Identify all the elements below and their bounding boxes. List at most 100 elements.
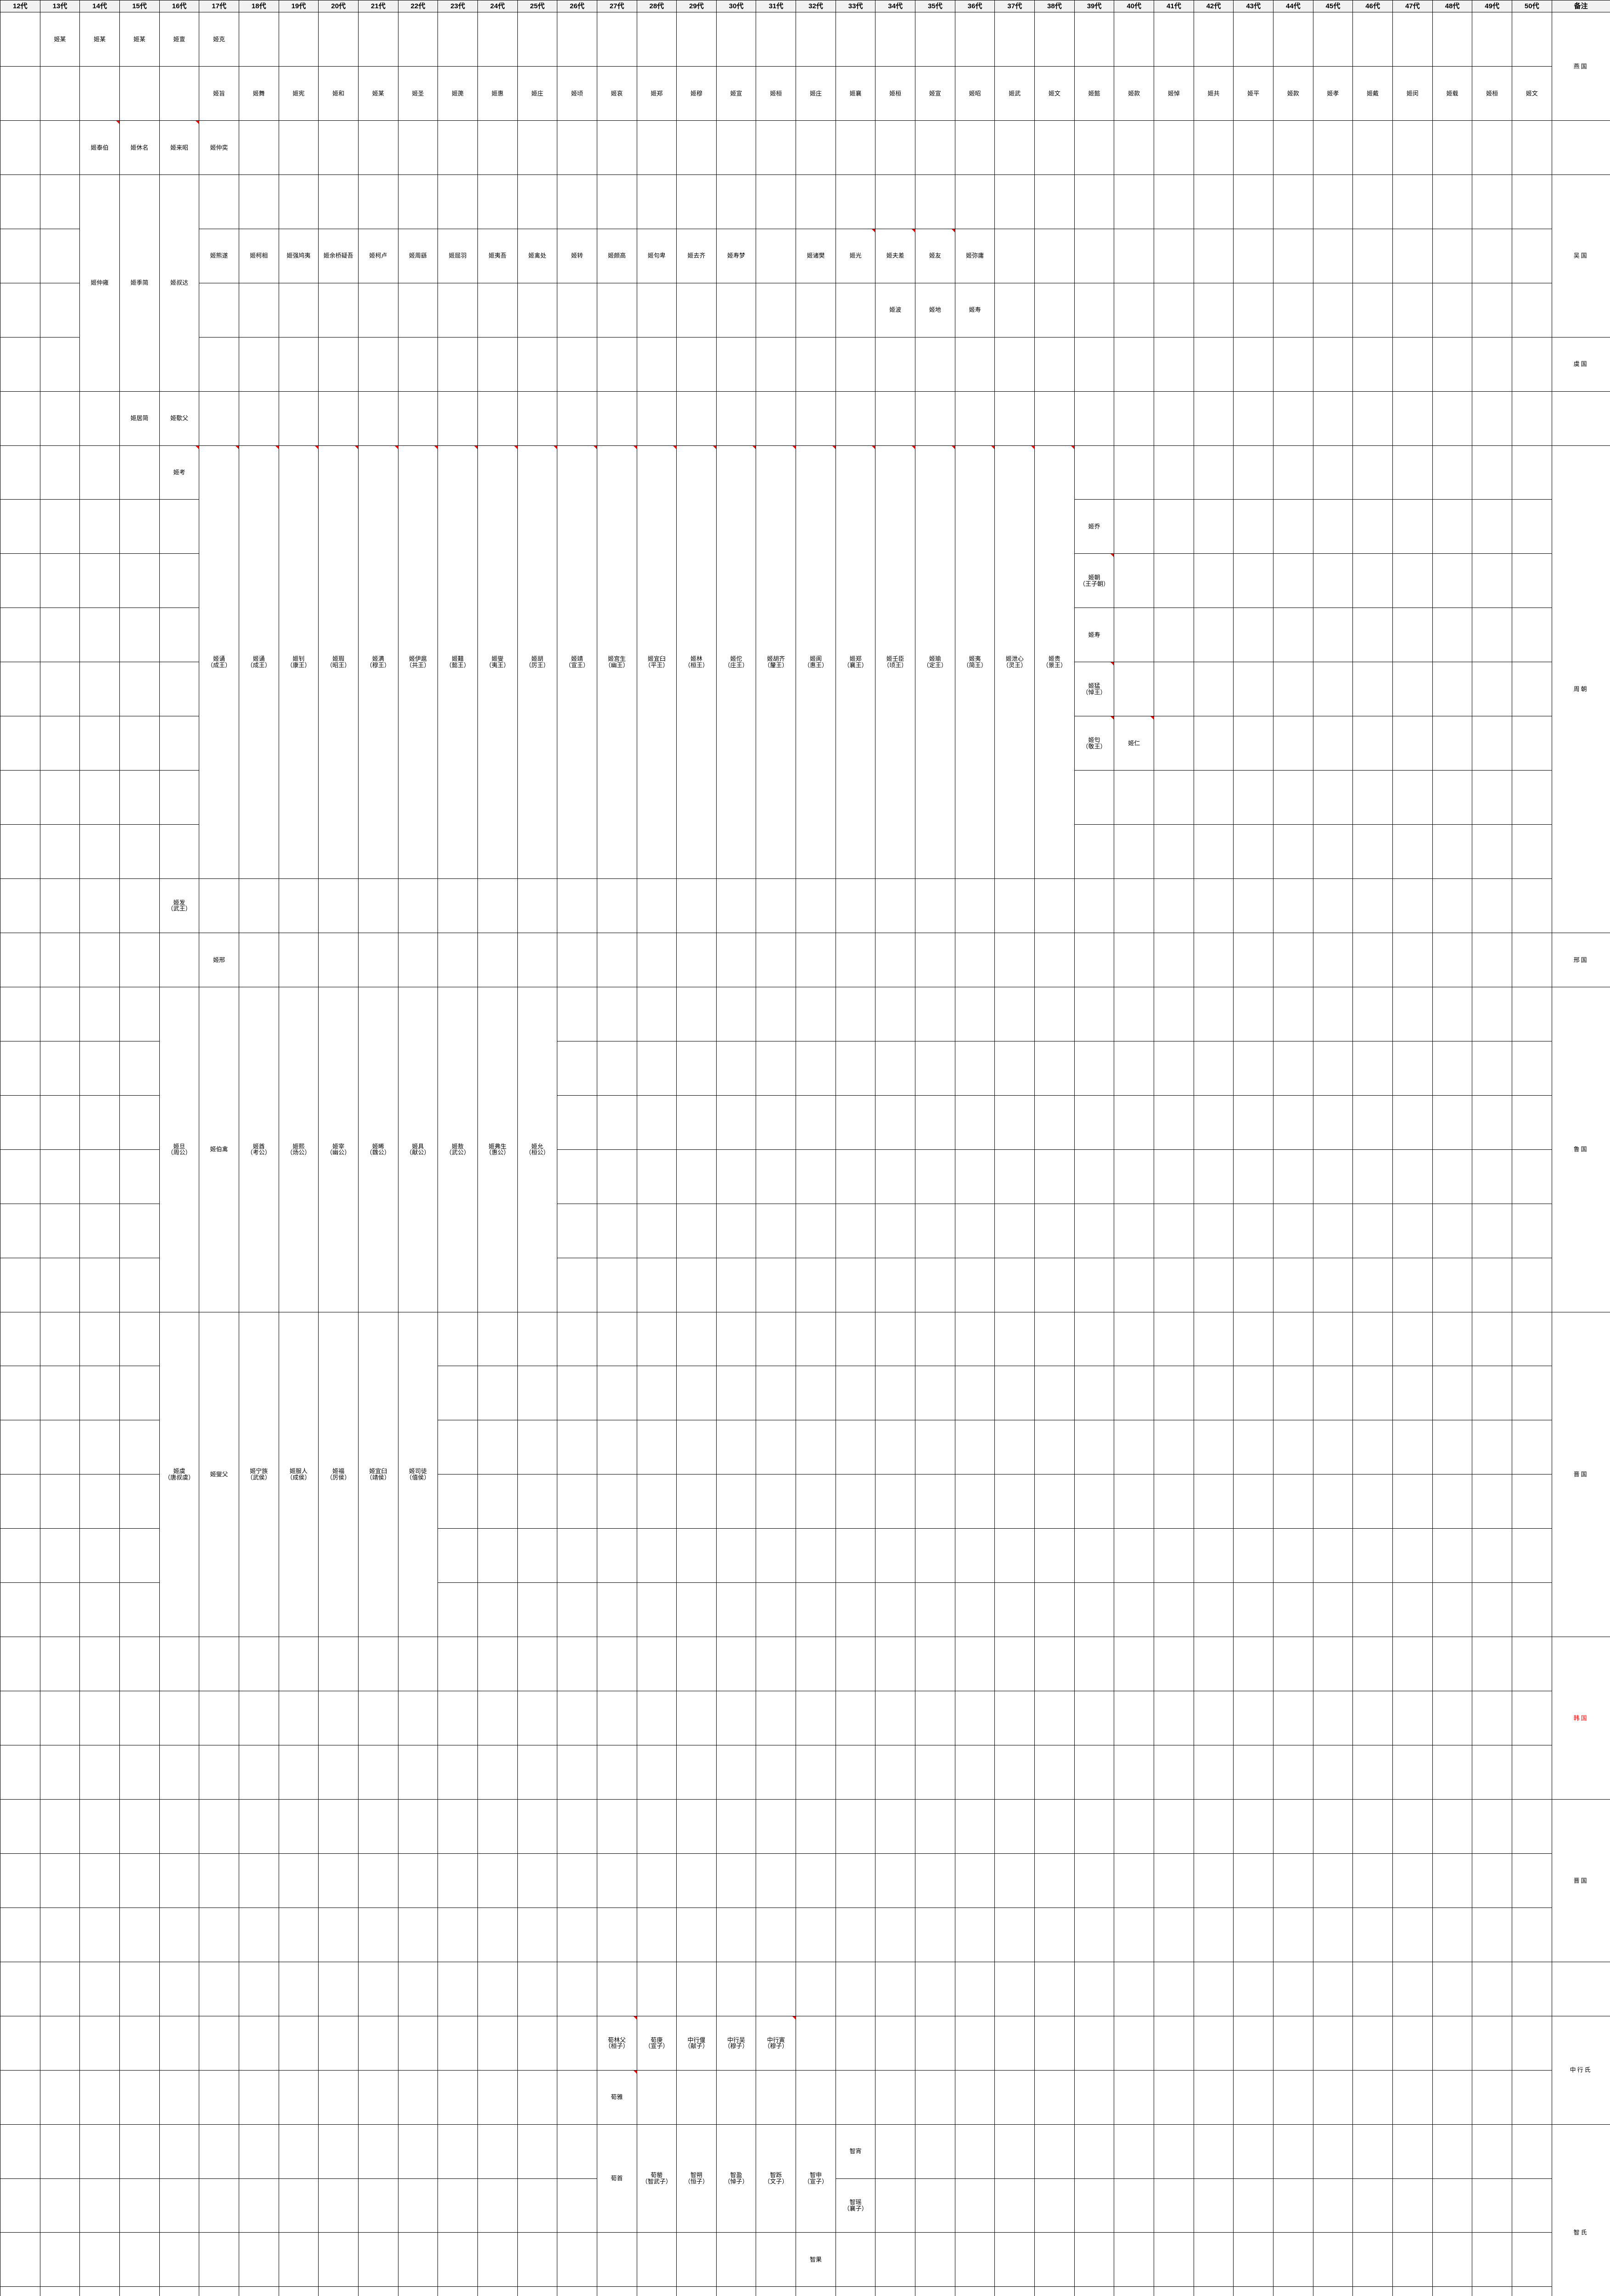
empty-cell[interactable] (438, 391, 478, 446)
person-cell[interactable]: 姬服人 （成侯） (278, 1311, 319, 1638)
empty-cell[interactable] (1273, 1420, 1313, 1475)
empty-cell[interactable] (1114, 1582, 1155, 1638)
empty-cell[interactable] (39, 770, 80, 825)
empty-cell[interactable] (0, 1691, 40, 1745)
empty-cell[interactable] (636, 1582, 677, 1638)
empty-cell[interactable] (756, 1149, 797, 1204)
person-cell[interactable]: 姬惠 (477, 66, 518, 121)
empty-cell[interactable] (954, 120, 995, 175)
empty-cell[interactable] (994, 2124, 1035, 2179)
empty-cell[interactable] (1432, 1637, 1473, 1692)
empty-cell[interactable] (0, 878, 40, 933)
empty-cell[interactable] (557, 1257, 597, 1312)
empty-cell[interactable] (79, 1366, 120, 1421)
empty-cell[interactable] (676, 1582, 717, 1638)
empty-cell[interactable] (119, 2124, 160, 2179)
empty-cell[interactable] (994, 2232, 1035, 2287)
person-cell[interactable]: 姬满 （穆王） (358, 445, 398, 879)
empty-cell[interactable] (318, 1907, 359, 1962)
empty-cell[interactable] (79, 2070, 120, 2125)
empty-cell[interactable] (1511, 391, 1552, 446)
empty-cell[interactable] (159, 553, 200, 608)
empty-cell[interactable] (517, 1961, 558, 2016)
person-cell[interactable]: 荀林父 （桓子） (596, 2015, 637, 2071)
empty-cell[interactable] (517, 1420, 558, 1475)
empty-cell[interactable] (39, 499, 80, 554)
empty-cell[interactable] (1273, 1095, 1313, 1150)
empty-cell[interactable] (596, 1528, 637, 1583)
empty-cell[interactable] (796, 391, 836, 446)
empty-cell[interactable] (438, 1474, 478, 1529)
note-cell[interactable]: 邢国 (1551, 932, 1610, 987)
empty-cell[interactable] (676, 2286, 717, 2296)
empty-cell[interactable] (1432, 445, 1473, 500)
empty-cell[interactable] (1313, 2124, 1353, 2179)
empty-cell[interactable] (1154, 12, 1194, 67)
empty-cell[interactable] (954, 2178, 995, 2233)
empty-cell[interactable] (1432, 1528, 1473, 1583)
empty-cell[interactable] (954, 1095, 995, 1150)
empty-cell[interactable] (398, 1637, 438, 1692)
empty-cell[interactable] (39, 553, 80, 608)
empty-cell[interactable] (1034, 1907, 1075, 1962)
empty-cell[interactable] (1432, 174, 1473, 229)
empty-cell[interactable] (278, 2232, 319, 2287)
empty-cell[interactable] (1352, 932, 1393, 987)
empty-cell[interactable] (438, 12, 478, 67)
empty-cell[interactable] (1233, 1745, 1273, 1800)
empty-cell[interactable] (636, 1041, 677, 1096)
empty-cell[interactable] (398, 1853, 438, 1908)
empty-cell[interactable] (1074, 1691, 1115, 1745)
empty-cell[interactable] (278, 120, 319, 175)
empty-cell[interactable] (1114, 2232, 1155, 2287)
empty-cell[interactable] (1432, 878, 1473, 933)
empty-cell[interactable] (875, 391, 916, 446)
empty-cell[interactable] (278, 1745, 319, 1800)
empty-cell[interactable] (238, 120, 279, 175)
empty-cell[interactable] (1074, 770, 1115, 825)
empty-cell[interactable] (954, 1366, 995, 1421)
empty-cell[interactable] (835, 986, 876, 1041)
empty-cell[interactable] (1432, 1853, 1473, 1908)
person-cell[interactable]: 智果 (796, 2232, 836, 2287)
empty-cell[interactable] (1273, 662, 1313, 717)
empty-cell[interactable] (1313, 337, 1353, 392)
empty-cell[interactable] (636, 932, 677, 987)
empty-cell[interactable] (238, 337, 279, 392)
empty-cell[interactable] (1273, 1203, 1313, 1258)
empty-cell[interactable] (676, 2070, 717, 2125)
person-cell[interactable]: 荀首 (596, 2124, 637, 2233)
empty-cell[interactable] (1114, 770, 1155, 825)
empty-cell[interactable] (1154, 2070, 1194, 2125)
person-cell[interactable]: 姬仁 (1114, 716, 1155, 771)
empty-cell[interactable] (398, 12, 438, 67)
person-cell[interactable]: 姬郑 （襄王） (835, 445, 876, 879)
person-cell[interactable]: 姬休名 (119, 120, 160, 175)
empty-cell[interactable] (915, 1041, 955, 1096)
empty-cell[interactable] (1472, 499, 1512, 554)
empty-cell[interactable] (1074, 12, 1115, 67)
empty-cell[interactable] (835, 1041, 876, 1096)
empty-cell[interactable] (0, 337, 40, 392)
empty-cell[interactable] (1233, 2232, 1273, 2287)
empty-cell[interactable] (1154, 1745, 1194, 1800)
empty-cell[interactable] (756, 1095, 797, 1150)
empty-cell[interactable] (1352, 1257, 1393, 1312)
empty-cell[interactable] (915, 878, 955, 933)
empty-cell[interactable] (875, 174, 916, 229)
person-cell[interactable]: 荀罃 （智武子） (636, 2124, 677, 2233)
empty-cell[interactable] (1154, 553, 1194, 608)
empty-cell[interactable] (318, 1745, 359, 1800)
empty-cell[interactable] (1034, 1420, 1075, 1475)
empty-cell[interactable] (596, 1637, 637, 1692)
empty-cell[interactable] (278, 1907, 319, 1962)
empty-cell[interactable] (1313, 608, 1353, 663)
empty-cell[interactable] (477, 1582, 518, 1638)
empty-cell[interactable] (1193, 445, 1234, 500)
empty-cell[interactable] (1392, 1799, 1433, 1854)
empty-cell[interactable] (0, 662, 40, 717)
empty-cell[interactable] (1114, 1420, 1155, 1475)
empty-cell[interactable] (1313, 1799, 1353, 1854)
empty-cell[interactable] (517, 174, 558, 229)
empty-cell[interactable] (1074, 2232, 1115, 2287)
